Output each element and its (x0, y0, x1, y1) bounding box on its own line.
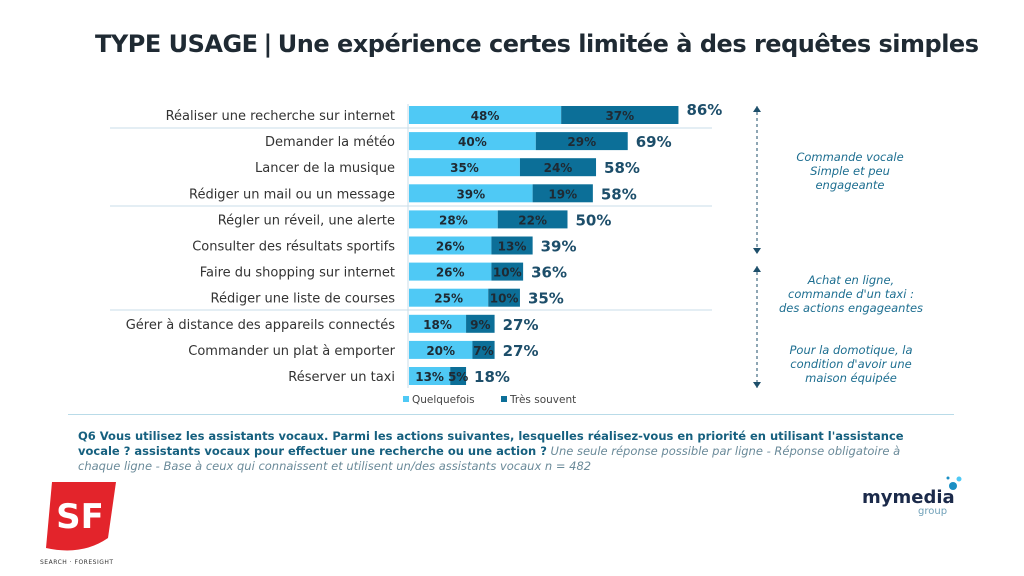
total-label: 86% (686, 101, 722, 119)
note-domotics: Pour la domotique, la condition d'avoir … (789, 343, 913, 385)
data-label: 48% (471, 109, 500, 123)
bar-quelquefois (409, 184, 533, 203)
data-label: 28% (439, 213, 468, 227)
category-label: Réserver un taxi (288, 370, 395, 385)
bar-quelquefois (409, 340, 473, 359)
sf-caption: SEARCH · FORESIGHT (40, 559, 114, 566)
data-label: 26% (436, 240, 465, 254)
bar-tres-souvent (466, 314, 495, 333)
category-label: Réaliser une recherche sur internet (166, 109, 395, 124)
bar-quelquefois (409, 288, 489, 307)
arrow-up-icon (753, 106, 761, 112)
data-label: 7% (473, 344, 493, 358)
question-text: Q6 Vous utilisez les assistants vocaux. … (78, 429, 938, 474)
title-left: TYPE USAGE (95, 30, 258, 58)
total-label: 50% (576, 211, 612, 229)
total-label: 69% (636, 133, 672, 151)
bar-tres-souvent (519, 158, 597, 177)
bar-quelquefois (409, 106, 562, 124)
category-label: Régler un réveil, une alerte (218, 213, 395, 228)
mymedia-logo-sub: group (918, 506, 948, 517)
data-label: 22% (518, 213, 547, 227)
bar-tres-souvent (532, 184, 593, 203)
mymedia-logo: mymedia (862, 487, 955, 508)
bar-tres-souvent (472, 340, 495, 359)
category-label: Gérer à distance des appareils connectés (126, 318, 396, 333)
bar-quelquefois (409, 158, 520, 177)
sf-logo: SF (46, 482, 116, 551)
legend-label: Quelquefois (412, 394, 475, 406)
mymedia-dots-icon (946, 476, 962, 490)
category-label: Commander un plat à emporter (188, 344, 395, 359)
data-label: 25% (434, 292, 463, 306)
data-label: 29% (567, 135, 596, 149)
note-simple-commands: Commande vocale Simple et peu engageante (796, 150, 904, 192)
category-label: Faire du shopping sur internet (200, 266, 395, 281)
data-label: 24% (544, 161, 573, 175)
page-title: TYPE USAGE | Une expérience certes limitée… (95, 30, 979, 58)
data-label: 26% (436, 266, 465, 280)
data-label: 9% (470, 318, 490, 332)
total-label: 39% (541, 238, 577, 256)
category-label: Rédiger un mail ou un message (189, 187, 395, 202)
arrow-down-icon (753, 382, 761, 388)
arrow-down-icon (753, 248, 761, 254)
arrow-up-icon (753, 266, 761, 272)
data-label: 39% (456, 187, 485, 201)
data-label: 5% (448, 370, 468, 384)
legend-swatch (403, 396, 409, 402)
legend-label: Très souvent (509, 394, 576, 406)
bar-tres-souvent (491, 262, 524, 281)
bar-quelquefois (409, 132, 536, 151)
total-label: 18% (474, 368, 510, 386)
svg-text:SF: SF (56, 497, 104, 537)
legend-swatch (501, 396, 507, 402)
bar-quelquefois (409, 262, 492, 281)
data-label: 18% (423, 318, 452, 332)
total-label: 35% (528, 290, 564, 308)
bar-quelquefois (409, 314, 467, 333)
bar-tres-souvent (491, 236, 533, 255)
total-label: 27% (503, 342, 539, 360)
data-label: 40% (458, 135, 487, 149)
question-details: Une seule réponse possible par ligne - R… (78, 444, 901, 473)
bar-tres-souvent (535, 132, 628, 151)
data-label: 37% (605, 109, 634, 123)
bar-quelquefois (409, 367, 451, 385)
bar-tres-souvent (488, 288, 520, 307)
note-engaging-actions: Achat en ligne, commande d'un taxi : des… (778, 273, 924, 315)
total-label: 36% (531, 264, 567, 282)
category-label: Consulter des résultats sportifs (192, 240, 395, 255)
data-label: 13% (415, 370, 444, 384)
data-label: 13% (498, 240, 527, 254)
stacked-bar-chart: Réaliser une recherche sur internet 48% 37… (110, 101, 761, 406)
title-separator: | (263, 30, 273, 58)
divider (68, 414, 954, 415)
category-label: Demander la météo (265, 135, 395, 150)
bar-quelquefois (409, 236, 492, 255)
data-label: 10% (490, 292, 519, 306)
data-label: 20% (426, 344, 455, 358)
total-label: 58% (601, 185, 637, 203)
data-label: 19% (548, 187, 577, 201)
total-label: 27% (503, 316, 539, 334)
bar-tres-souvent (450, 367, 467, 385)
title-right: Une expérience certes limitée à des requ… (277, 30, 979, 58)
bar-tres-souvent (497, 210, 568, 229)
bar-tres-souvent (561, 106, 679, 124)
category-label: Lancer de la musique (255, 161, 395, 176)
question-bold: Q6 Vous utilisez les assistants vocaux. … (78, 429, 904, 458)
total-label: 58% (604, 159, 640, 177)
data-label: 35% (450, 161, 479, 175)
bar-quelquefois (409, 210, 498, 229)
category-label: Rédiger une liste de courses (211, 292, 396, 307)
data-label: 10% (493, 266, 522, 280)
